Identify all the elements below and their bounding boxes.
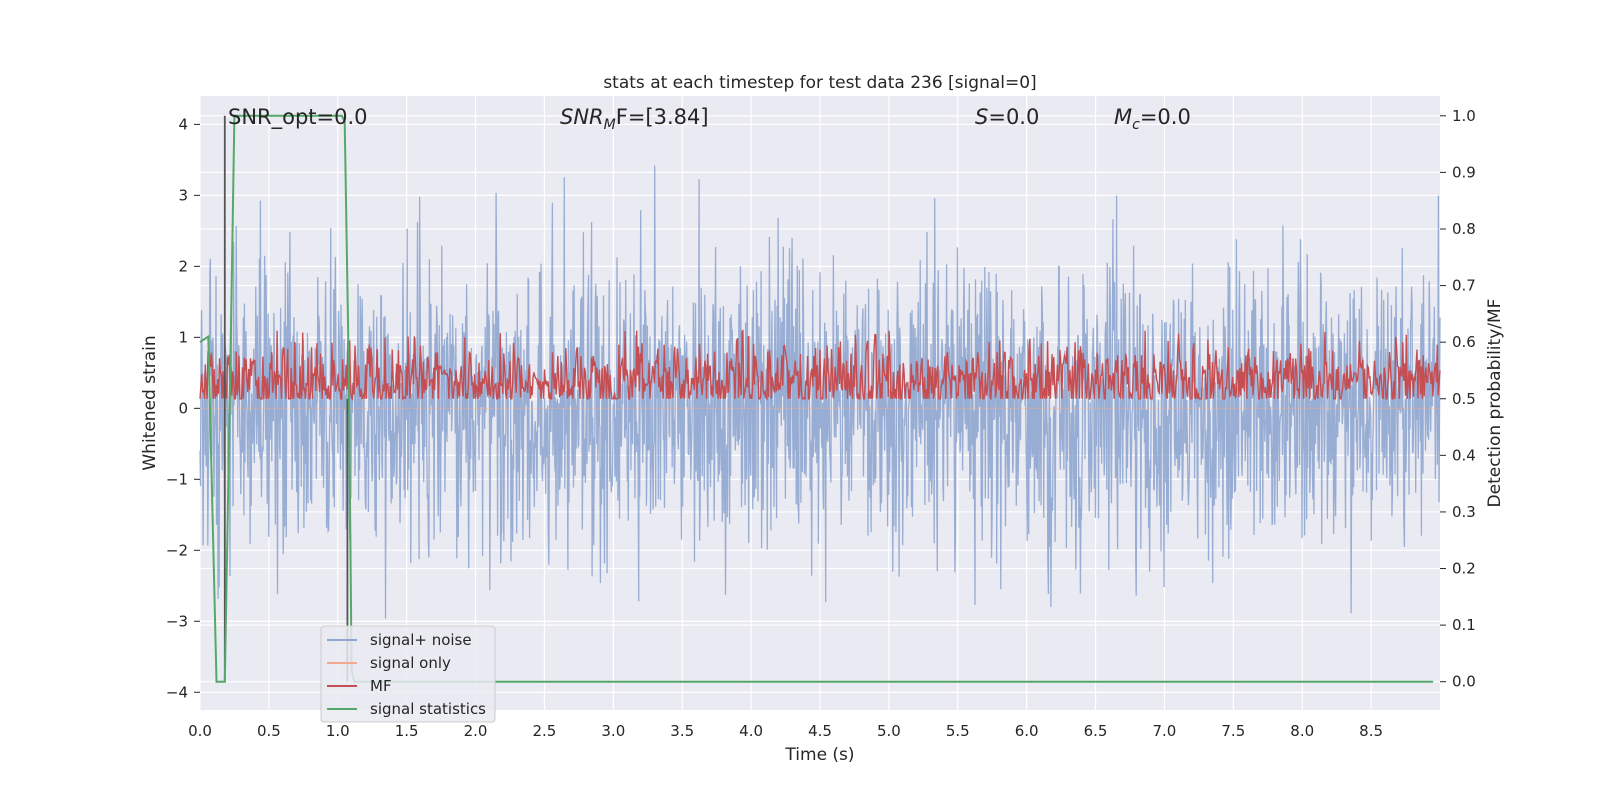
x-tick-label: 1.0 bbox=[326, 722, 350, 740]
y-right-tick-label: 0.2 bbox=[1452, 560, 1476, 578]
x-tick-label: 6.5 bbox=[1084, 722, 1108, 740]
y-tick-label: 3 bbox=[178, 186, 188, 204]
y-right-tick-label: 0.1 bbox=[1452, 616, 1476, 634]
legend-label-signal-noise: signal+ noise bbox=[370, 631, 472, 649]
y-right-tick-label: 0.9 bbox=[1452, 163, 1476, 181]
x-tick-label: 0.0 bbox=[188, 722, 212, 740]
x-tick-label: 8.5 bbox=[1359, 722, 1383, 740]
legend-label-mf: MF bbox=[370, 677, 392, 695]
x-tick-label: 2.0 bbox=[464, 722, 488, 740]
y-tick-label: 2 bbox=[178, 257, 188, 275]
mc-symbol: M bbox=[1114, 105, 1132, 129]
chart-title: stats at each timestep for test data 236… bbox=[603, 73, 1036, 93]
x-tick-label: 1.5 bbox=[395, 722, 419, 740]
y-axis-label: Whitened strain bbox=[140, 335, 160, 470]
y-right-tick-label: 0.7 bbox=[1452, 277, 1476, 295]
y-tick-label: 0 bbox=[178, 399, 188, 417]
x-tick-label: 2.5 bbox=[533, 722, 557, 740]
ticks: 0.0 0.5 1.0 1.5 2.0 2.5 3.0 3.5 4.0 4.5 5.0 5.5 6.0 6… bbox=[166, 107, 1476, 740]
series-mf bbox=[199, 329, 1441, 402]
x-tick-label: 0.5 bbox=[257, 722, 281, 740]
y-tick-label: −3 bbox=[166, 612, 188, 630]
y-tick-label: −2 bbox=[166, 541, 188, 559]
x-tick-label: 4.0 bbox=[739, 722, 763, 740]
s-symbol: S bbox=[975, 105, 988, 129]
series-signal-statistics bbox=[199, 114, 1434, 683]
snr-mf-annotation: SNRMF=[3.84] bbox=[560, 105, 709, 133]
x-tick-label: 8.0 bbox=[1290, 722, 1314, 740]
x-tick-label: 3.0 bbox=[601, 722, 625, 740]
s-value: =0.0 bbox=[988, 105, 1039, 129]
mc-annotation: Mc=0.0 bbox=[1114, 105, 1191, 133]
legend-label-signal-statistics: signal statistics bbox=[370, 700, 486, 718]
y-right-tick-label: 0.8 bbox=[1452, 220, 1476, 238]
snr-mf-subscript: M bbox=[604, 117, 616, 133]
snr-mf-value: F=[3.84] bbox=[616, 105, 709, 129]
x-tick-label: 7.0 bbox=[1153, 722, 1177, 740]
y-tick-label: −1 bbox=[166, 470, 188, 488]
y-right-tick-label: 0.6 bbox=[1452, 333, 1476, 351]
x-tick-label: 5.5 bbox=[946, 722, 970, 740]
x-tick-label: 7.5 bbox=[1221, 722, 1245, 740]
s-annotation: S=0.0 bbox=[975, 105, 1039, 129]
y-right-tick-label: 0.5 bbox=[1452, 390, 1476, 408]
y-tick-label: 4 bbox=[178, 115, 188, 133]
y-tick-label: −4 bbox=[166, 683, 188, 701]
x-tick-label: 6.0 bbox=[1015, 722, 1039, 740]
snr-opt-annotation: SNR_opt=0.0 bbox=[228, 105, 368, 130]
snr-mf-symbol: SNR bbox=[560, 105, 604, 129]
y-right-axis-label: Detection probability/MF bbox=[1485, 299, 1505, 508]
x-tick-label: 4.5 bbox=[808, 722, 832, 740]
y-right-tick-label: 1.0 bbox=[1452, 107, 1476, 125]
y-right-tick-label: 0.0 bbox=[1452, 673, 1476, 691]
legend-box bbox=[320, 625, 496, 723]
legend: signal+ noise signal only MF signal stat… bbox=[320, 625, 496, 723]
x-tick-label: 3.5 bbox=[670, 722, 694, 740]
y-right-tick-label: 0.4 bbox=[1452, 446, 1476, 464]
x-tick-label: 5.0 bbox=[877, 722, 901, 740]
mc-value: =0.0 bbox=[1140, 105, 1191, 129]
data-layer bbox=[199, 114, 1441, 683]
x-axis-label: Time (s) bbox=[784, 745, 854, 765]
y-right-tick-label: 0.3 bbox=[1452, 503, 1476, 521]
y-tick-label: 1 bbox=[178, 328, 188, 346]
series-signal-noise bbox=[199, 165, 1441, 619]
legend-label-signal-only: signal only bbox=[370, 654, 451, 672]
mc-subscript: c bbox=[1132, 117, 1140, 133]
